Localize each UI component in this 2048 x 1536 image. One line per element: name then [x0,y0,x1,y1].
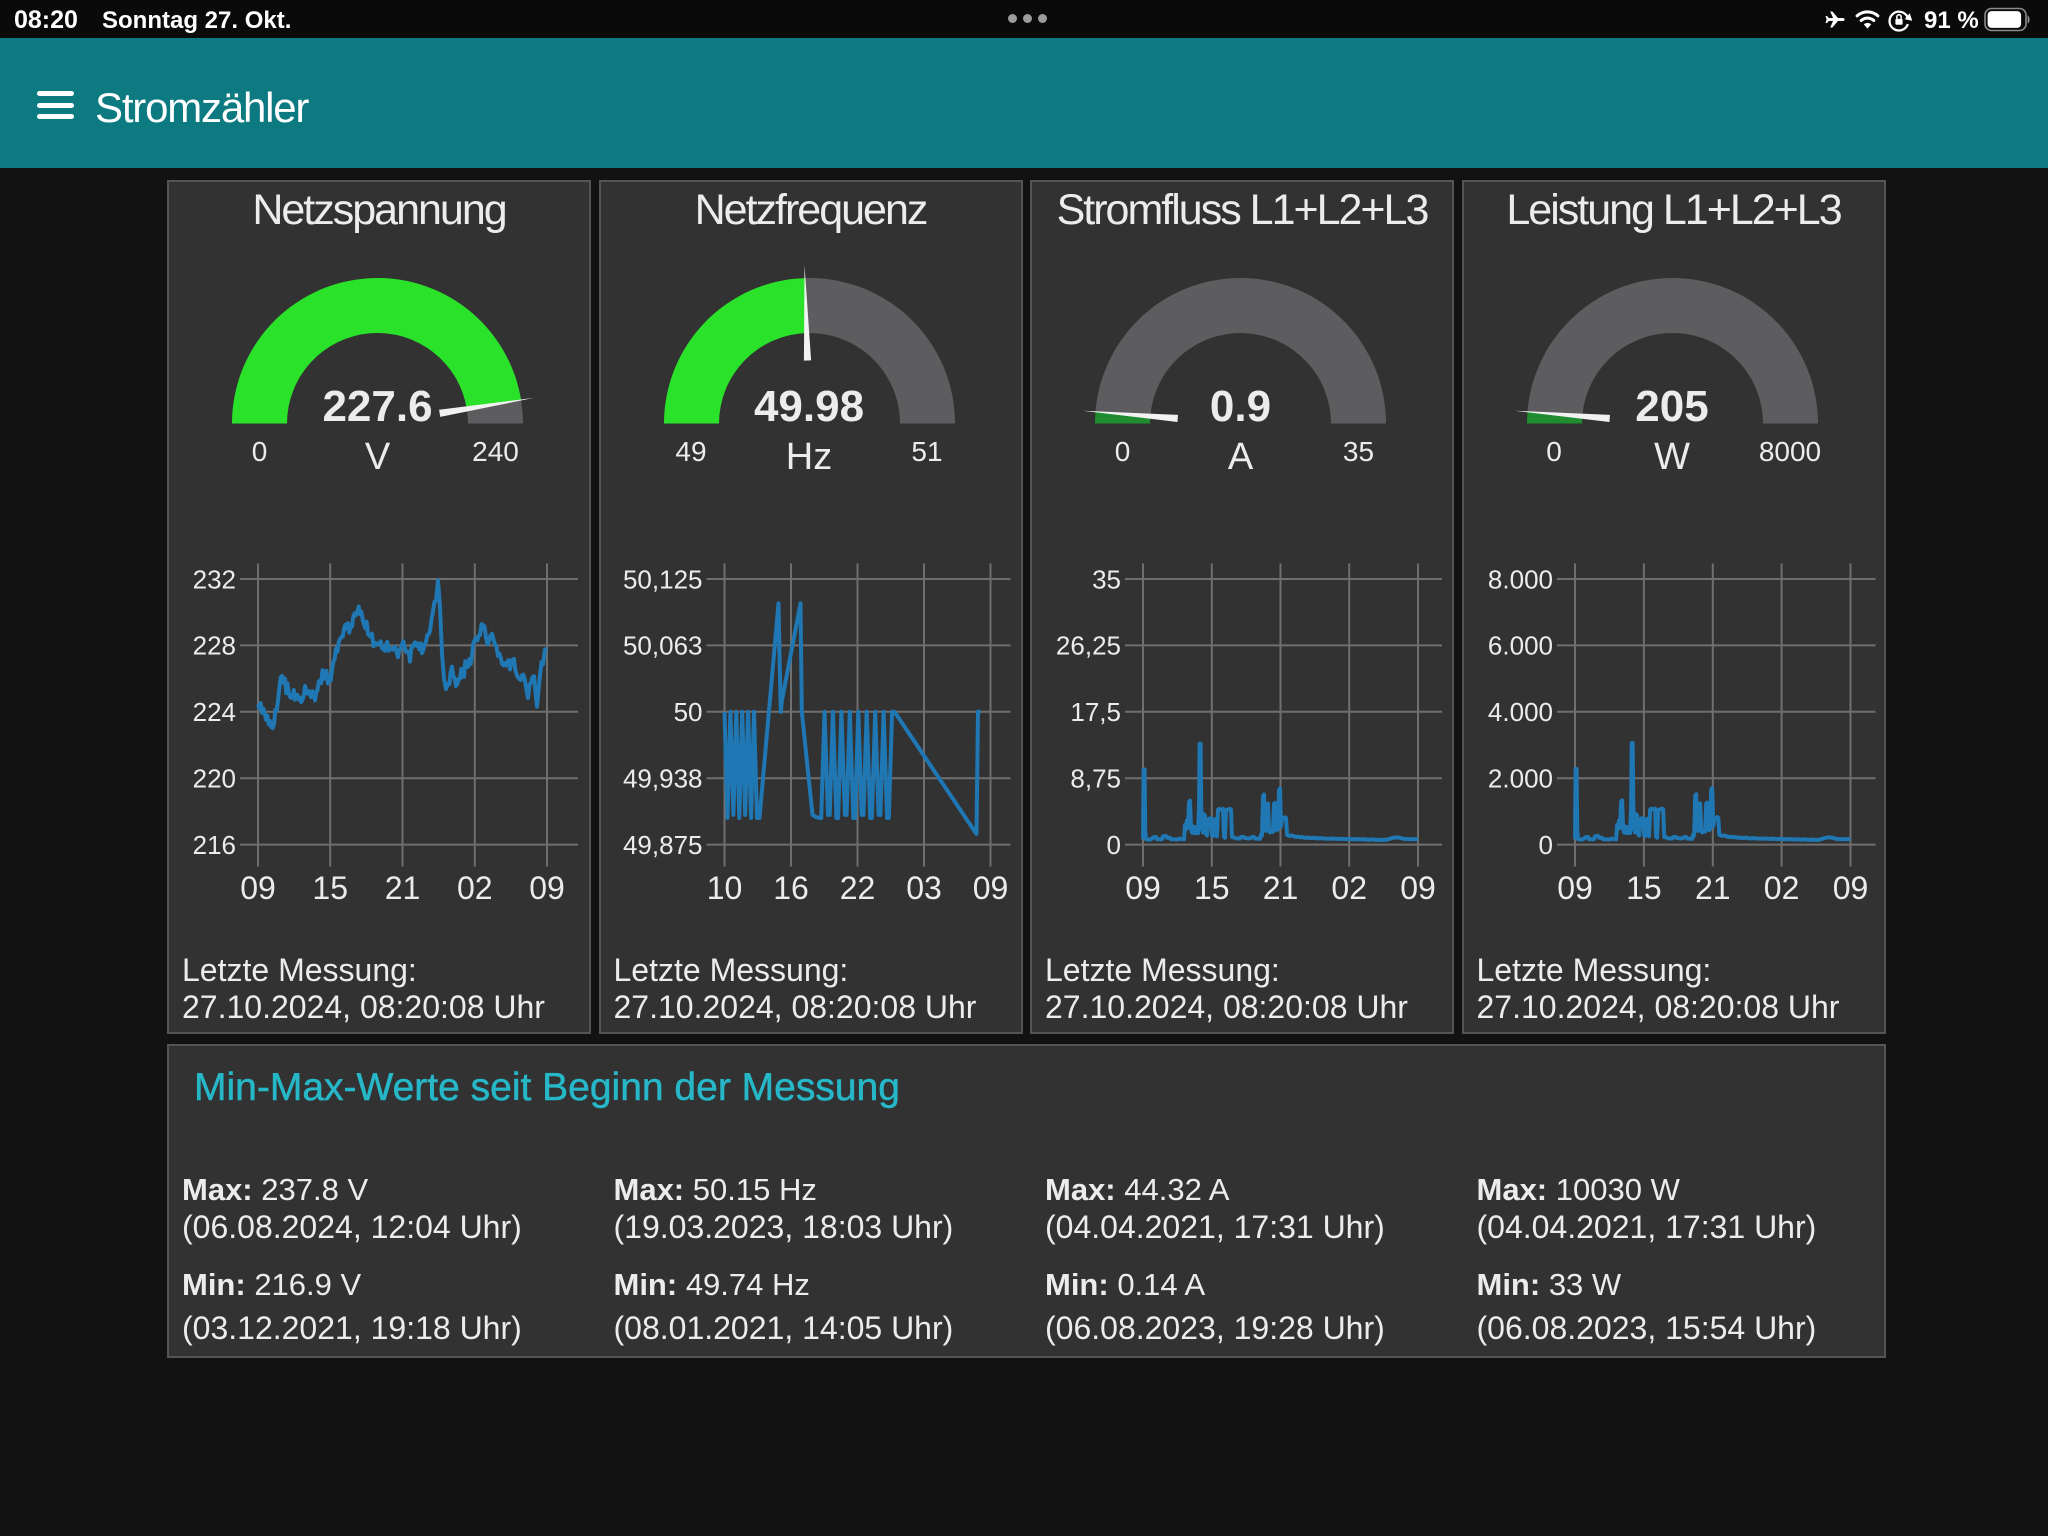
svg-text:09: 09 [529,870,565,906]
svg-text:09: 09 [1125,870,1161,906]
svg-text:09: 09 [1400,870,1436,906]
svg-text:10: 10 [706,870,742,906]
svg-text:21: 21 [1263,870,1299,906]
svg-text:26,25: 26,25 [1056,631,1121,661]
svg-text:0: 0 [1107,830,1121,860]
svg-text:09: 09 [1832,870,1868,906]
svg-text:49,875: 49,875 [622,830,702,860]
svg-text:8.000: 8.000 [1487,564,1552,594]
svg-text:09: 09 [240,870,276,906]
svg-text:4.000: 4.000 [1487,697,1552,727]
svg-text:03: 03 [906,870,942,906]
svg-text:02: 02 [1331,870,1367,906]
svg-text:6.000: 6.000 [1487,631,1552,661]
svg-text:17,5: 17,5 [1070,697,1121,727]
svg-text:16: 16 [773,870,809,906]
svg-text:232: 232 [193,564,236,594]
svg-text:50,125: 50,125 [622,564,702,594]
svg-text:02: 02 [457,870,493,906]
svg-text:15: 15 [312,870,348,906]
svg-text:15: 15 [1626,870,1662,906]
svg-text:49,938: 49,938 [622,764,702,794]
svg-text:50: 50 [673,697,702,727]
svg-text:21: 21 [1695,870,1731,906]
svg-text:09: 09 [972,870,1008,906]
svg-text:02: 02 [1763,870,1799,906]
svg-text:22: 22 [839,870,875,906]
svg-text:8,75: 8,75 [1070,764,1121,794]
svg-text:21: 21 [385,870,421,906]
svg-text:35: 35 [1092,564,1121,594]
svg-text:09: 09 [1557,870,1593,906]
svg-text:216: 216 [193,830,236,860]
svg-text:50,063: 50,063 [622,631,702,661]
svg-text:2.000: 2.000 [1487,764,1552,794]
svg-text:15: 15 [1194,870,1230,906]
svg-text:224: 224 [193,697,236,727]
svg-text:228: 228 [193,631,236,661]
svg-text:0: 0 [1538,830,1552,860]
svg-text:220: 220 [193,764,236,794]
